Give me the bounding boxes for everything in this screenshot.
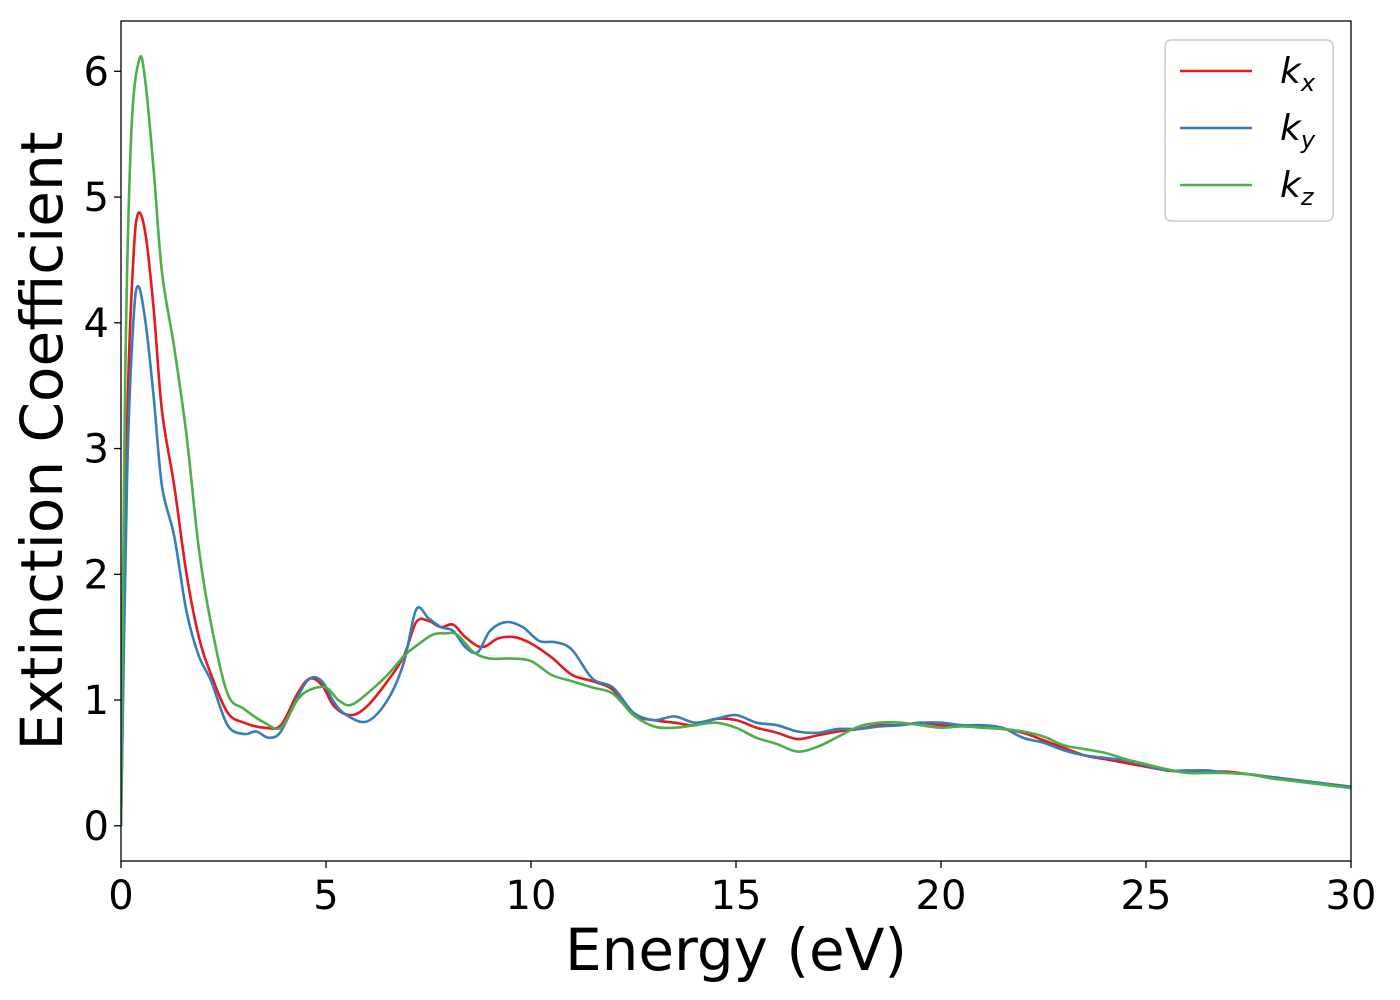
series-line-ky xyxy=(121,285,1351,826)
series-layer xyxy=(121,55,1351,826)
y-tick-label: 5 xyxy=(84,175,109,221)
y-tick-label: 1 xyxy=(84,678,109,724)
y-tick-label: 4 xyxy=(84,301,109,347)
x-tick-label: 15 xyxy=(711,873,762,919)
x-tick-label: 10 xyxy=(506,873,557,919)
x-tick-label: 0 xyxy=(108,873,133,919)
legend-box xyxy=(1164,39,1334,222)
y-tick-label: 2 xyxy=(84,552,109,598)
x-axis-title: Energy (eV) xyxy=(565,916,907,984)
x-tick-label: 30 xyxy=(1326,873,1377,919)
y-tick-label: 0 xyxy=(84,804,109,850)
y-axis-title: Extinction Coefficient xyxy=(8,132,76,751)
series-line-kz xyxy=(121,55,1351,826)
y-axis: 0 1 2 3 4 5 6 xyxy=(84,49,121,850)
x-axis: 0 5 10 15 20 25 30 xyxy=(108,861,1376,919)
x-tick-label: 5 xyxy=(313,873,338,919)
x-tick-label: 20 xyxy=(916,873,967,919)
x-tick-label: 25 xyxy=(1121,873,1172,919)
y-tick-label: 3 xyxy=(84,427,109,473)
y-tick-label: 6 xyxy=(84,49,109,95)
